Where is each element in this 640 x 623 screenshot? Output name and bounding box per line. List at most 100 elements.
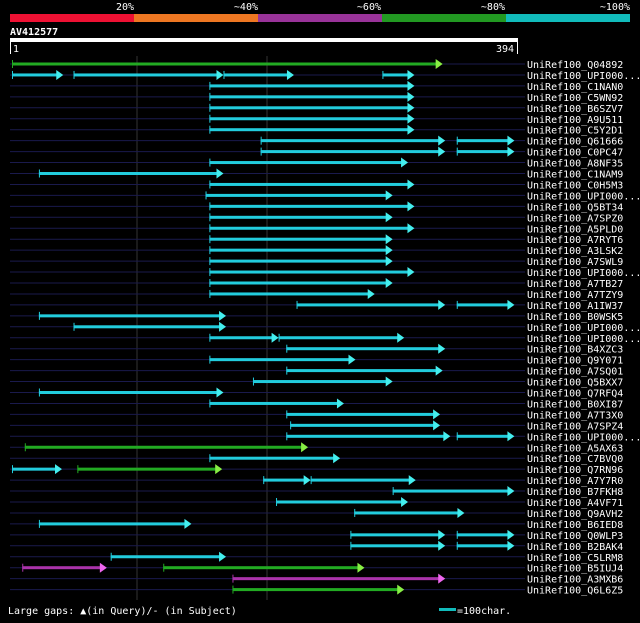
hit-row[interactable]: UniRef100_UPI000...	[209, 332, 640, 345]
hit-name-link[interactable]: UniRef100_C1NAM9	[527, 170, 623, 181]
alignment-segment[interactable]	[38, 172, 218, 175]
hit-name-link[interactable]: UniRef100_Q0WLP3	[527, 531, 623, 542]
hit-row[interactable]: UniRef100_Q5BXX7	[252, 376, 623, 389]
alignment-segment[interactable]	[286, 347, 440, 351]
hit-name-link[interactable]: UniRef100_B0WSK5	[527, 312, 623, 323]
hit-name-link[interactable]: UniRef100_B0XI87	[527, 399, 623, 410]
alignment-segment[interactable]	[286, 412, 435, 416]
hit-row[interactable]: UniRef100_A5PLD0	[209, 223, 623, 235]
hit-name-link[interactable]: UniRef100_A3LSK2	[527, 246, 623, 257]
alignment-segment[interactable]	[286, 369, 437, 373]
hit-row[interactable]: UniRef100_UPI000...	[205, 190, 640, 202]
hit-name-link[interactable]: UniRef100_UPI000...	[527, 334, 640, 345]
alignment-segment[interactable]	[456, 544, 509, 548]
hit-row[interactable]: UniRef100_C5LRM8	[110, 551, 624, 564]
hit-name-link[interactable]: UniRef100_A8NF35	[527, 159, 623, 170]
alignment-segment[interactable]	[209, 226, 409, 230]
hit-name-link[interactable]: UniRef100_A7Y7R0	[527, 476, 623, 487]
hit-row[interactable]: UniRef100_UPI000...	[209, 267, 640, 279]
alignment-segment[interactable]	[12, 62, 437, 66]
alignment-segment[interactable]	[209, 292, 369, 296]
alignment-segment[interactable]	[24, 445, 303, 449]
hit-row[interactable]: UniRef100_C0PC47	[260, 146, 624, 159]
alignment-segment[interactable]	[209, 237, 387, 241]
hit-row[interactable]: UniRef100_C5WN92	[209, 91, 623, 104]
hit-row[interactable]: UniRef100_A7TB27	[209, 278, 623, 290]
hit-row[interactable]: UniRef100_A9U511	[209, 113, 623, 126]
hit-name-link[interactable]: UniRef100_A7TB27	[527, 279, 623, 290]
hit-name-link[interactable]: UniRef100_B6SZV7	[527, 104, 623, 115]
hit-name-link[interactable]: UniRef100_A5AX63	[527, 443, 623, 454]
hit-name-link[interactable]: UniRef100_A3MXB6	[527, 575, 623, 586]
alignment-segment[interactable]	[110, 555, 221, 559]
hit-name-link[interactable]: UniRef100_Q6L6Z5	[527, 586, 623, 597]
alignment-segment[interactable]	[209, 401, 338, 405]
hit-name-link[interactable]: UniRef100_A9U511	[527, 115, 623, 126]
hit-name-link[interactable]: UniRef100_A7SPZ4	[527, 421, 623, 432]
hit-name-link[interactable]: UniRef100_Q04892	[527, 60, 623, 71]
hit-name-link[interactable]: UniRef100_C0H5M3	[527, 180, 623, 191]
alignment-segment[interactable]	[209, 106, 409, 110]
hit-name-link[interactable]: UniRef100_C5LRM8	[527, 553, 623, 564]
alignment-segment[interactable]	[209, 182, 409, 186]
hit-name-link[interactable]: UniRef100_A1IW37	[527, 301, 623, 312]
hit-name-link[interactable]: UniRef100_Q5BT34	[527, 202, 623, 213]
hit-row[interactable]: UniRef100_A3MXB6	[232, 573, 623, 586]
hit-row[interactable]: UniRef100_A8NF35	[209, 157, 623, 170]
hit-row[interactable]: UniRef100_Q61666	[260, 135, 624, 148]
hit-row[interactable]: UniRef100_Q04892	[12, 59, 623, 71]
hit-name-link[interactable]: UniRef100_Q9AVH2	[527, 509, 623, 520]
alignment-segment[interactable]	[350, 544, 440, 548]
alignment-segment[interactable]	[276, 500, 403, 504]
hit-row[interactable]: UniRef100_B6SZV7	[209, 102, 623, 115]
hit-name-link[interactable]: UniRef100_UPI000...	[527, 432, 640, 443]
hit-row[interactable]: UniRef100_Q6L6Z5	[232, 584, 623, 597]
alignment-segment[interactable]	[12, 73, 58, 77]
hit-row[interactable]: UniRef100_B7FKH8	[392, 486, 624, 498]
alignment-segment[interactable]	[232, 577, 440, 581]
alignment-segment[interactable]	[223, 73, 288, 77]
hit-row[interactable]: UniRef100_Q0WLP3	[350, 529, 623, 542]
hit-name-link[interactable]: UniRef100_A7SWL9	[527, 257, 623, 268]
hit-row[interactable]: UniRef100_A7T3X0	[286, 409, 623, 421]
hit-name-link[interactable]: UniRef100_UPI000...	[527, 191, 640, 202]
hit-row[interactable]: UniRef100_A7SPZ0	[209, 212, 623, 224]
alignment-segment[interactable]	[209, 259, 387, 263]
alignment-segment[interactable]	[209, 215, 387, 219]
alignment-segment[interactable]	[296, 303, 440, 307]
hit-name-link[interactable]: UniRef100_B2BAK4	[527, 542, 623, 553]
alignment-segment[interactable]	[209, 84, 409, 88]
alignment-segment[interactable]	[456, 533, 509, 537]
alignment-segment[interactable]	[278, 336, 399, 340]
hit-row[interactable]: UniRef100_C1NAN0	[209, 80, 623, 93]
hit-row[interactable]: UniRef100_C5Y2D1	[209, 124, 623, 137]
alignment-segment[interactable]	[354, 511, 459, 515]
alignment-segment[interactable]	[209, 204, 409, 208]
hit-row[interactable]: UniRef100_A5AX63	[24, 442, 624, 454]
hit-name-link[interactable]: UniRef100_B4XZC3	[527, 345, 623, 356]
alignment-segment[interactable]	[456, 434, 509, 438]
hit-name-link[interactable]: UniRef100_B6IED8	[527, 520, 623, 531]
alignment-segment[interactable]	[209, 95, 409, 99]
hit-row[interactable]: UniRef100_Q9Y071	[209, 354, 623, 367]
alignment-segment[interactable]	[286, 434, 445, 438]
hit-row[interactable]: UniRef100_Q5BT34	[209, 201, 623, 213]
hit-row[interactable]: UniRef100_B4XZC3	[286, 343, 623, 356]
alignment-segment[interactable]	[38, 522, 186, 526]
alignment-segment[interactable]	[73, 73, 218, 77]
hit-name-link[interactable]: UniRef100_Q5BXX7	[527, 378, 623, 389]
hit-row[interactable]: UniRef100_A7SPZ4	[290, 420, 623, 432]
hit-name-link[interactable]: UniRef100_C5Y2D1	[527, 126, 623, 137]
hit-name-link[interactable]: UniRef100_UPI000...	[527, 268, 640, 279]
alignment-segment[interactable]	[38, 314, 221, 318]
alignment-segment[interactable]	[205, 193, 387, 197]
alignment-segment[interactable]	[310, 478, 410, 482]
alignment-segment[interactable]	[209, 248, 387, 252]
hit-row[interactable]: UniRef100_A3LSK2	[209, 245, 623, 257]
alignment-segment[interactable]	[209, 281, 387, 285]
hit-name-link[interactable]: UniRef100_A7SQ01	[527, 367, 623, 378]
hit-row[interactable]: UniRef100_C7BVQ0	[209, 453, 623, 465]
alignment-segment[interactable]	[260, 139, 440, 143]
hit-row[interactable]: UniRef100_A7Y7R0	[263, 475, 623, 487]
hit-row[interactable]: UniRef100_Q7RFQ4	[38, 387, 623, 400]
